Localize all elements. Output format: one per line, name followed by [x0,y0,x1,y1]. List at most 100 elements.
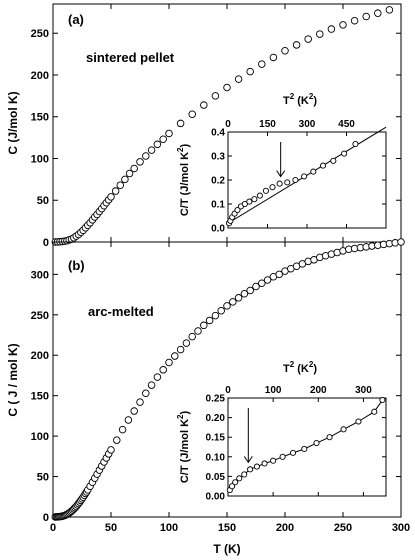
inset-y-tick-label: 0.20 [206,413,226,424]
inset-b-x-title-sup: 2 [290,360,295,369]
data-point [327,25,336,33]
x-tick-label: 250 [334,522,352,534]
inset-data-point [292,176,299,184]
data-point [200,321,208,330]
y-tick-label: 300 [31,269,49,281]
data-point [269,53,278,62]
data-point [176,345,185,354]
inset-x-tick-label: 200 [310,385,327,396]
inset-fit-line [227,126,387,224]
y-tick-label: 0 [43,237,49,249]
panel-b-axes: 0 50 100 150 200 250 300 0 50 100 150 200 250 300 [31,242,410,534]
inset-data-point [261,460,268,467]
inset-data-point [229,483,236,490]
data-point [275,270,283,279]
data-point [125,169,134,178]
panel-a-annotation: sintered pellet [86,50,175,65]
inset-data-point [236,475,243,482]
inset-b-x-title-unit: (K [294,363,309,375]
inset-data-point [284,179,291,186]
inset-x-tick-label: 450 [338,119,355,130]
x-tick-label: 100 [160,522,178,534]
y-tick-label: 200 [31,70,49,82]
inset-b-x-axis-title: T2 (K2) [283,360,317,375]
inset-data-point [301,445,308,453]
y-tick-label: 200 [31,350,49,362]
y-tick-label: 50 [37,472,49,484]
data-point [211,92,220,100]
data-point [159,135,167,144]
panel-b-y-axis-title: C ( J / mol K) [6,343,20,416]
inset-data-point [246,198,253,205]
data-point [142,389,150,398]
panel-b-annotation: arc-melted [88,304,154,319]
data-point [130,164,138,173]
data-point [223,302,231,310]
inset-data-point [269,184,276,191]
inset-data-point [251,196,258,203]
y-tick-label: 100 [31,153,49,165]
inset-arrow-head [276,170,286,178]
inset-y-tick-label: 0.1 [211,200,225,211]
data-point [130,407,138,415]
inset-b-frame [227,397,387,497]
inset-x-tick-label: 0 [225,385,231,396]
inset-a-x-axis-title: T2 (K2) [283,92,317,107]
inset-data-point [352,140,359,148]
inset-data-point [379,396,386,404]
inset-a-plot [226,126,387,227]
data-point [165,358,173,367]
inset-data-point [234,206,241,214]
inset-data-point [330,157,337,164]
inset-a-x-title-close: ) [313,95,317,107]
data-point [159,366,167,374]
x-tick-label: 0 [50,522,56,534]
data-point [263,276,272,284]
y-tick-label: 150 [31,391,49,403]
data-point [246,286,254,295]
data-point [142,152,150,160]
inset-b-x-title-main: T [283,363,290,375]
inset-x-tick-label: 150 [259,119,276,130]
inset-data-point [262,187,269,194]
data-point [136,398,144,406]
data-point [188,332,196,341]
inset-data-point [256,192,263,199]
inset-y-tick-label: 0.3 [211,152,225,163]
panel-b-x-axis-title: T (K) [213,542,240,556]
inset-a-y-title-sup: 2 [176,147,185,152]
inset-b-y-title-main: C/T (J/mol K [179,419,191,483]
data-point [153,373,162,381]
inset-data-point [320,162,327,169]
inset-x-tick-label: 100 [265,385,282,396]
inset-a-x-title-sup: 2 [290,92,295,101]
inset-data-point [247,466,254,473]
panel-a-y-axis-title: C (J/mol K) [6,91,20,154]
inset-data-point [276,180,283,187]
inset-arrow-head [243,456,253,464]
data-point [194,327,202,335]
y-tick-label: 250 [31,310,49,322]
inset-b-x-title-unit-sup: 2 [309,360,314,369]
x-tick-label: 50 [105,522,117,534]
y-tick-label: 150 [31,112,49,124]
inset-a-frame [227,131,387,229]
data-point [176,119,185,128]
inset-a: T2 (K2) C/T (J/mol K2) 0 150 300 4500.00.10… [176,92,387,235]
inset-y-tick-label: 0.05 [206,472,226,483]
panel-a-label: (a) [68,12,84,27]
data-point [107,193,115,201]
inset-y-tick-label: 0.0 [211,224,225,235]
inset-data-point [289,449,297,456]
data-point [258,279,266,288]
inset-b-y-title-sup: 2 [176,414,185,419]
inset-b-x-title-close: ) [313,363,317,375]
inset-data-point [301,173,308,180]
data-point [223,83,231,92]
x-tick-label: 200 [276,522,294,534]
inset-b: T2 (K2) C/T (J/mol K2) 0 100 200 3000.000.0… [176,360,387,503]
inset-y-tick-label: 0.10 [206,452,226,463]
inset-data-point [313,440,320,447]
data-point [211,311,220,320]
inset-y-tick-label: 0.15 [206,433,226,444]
